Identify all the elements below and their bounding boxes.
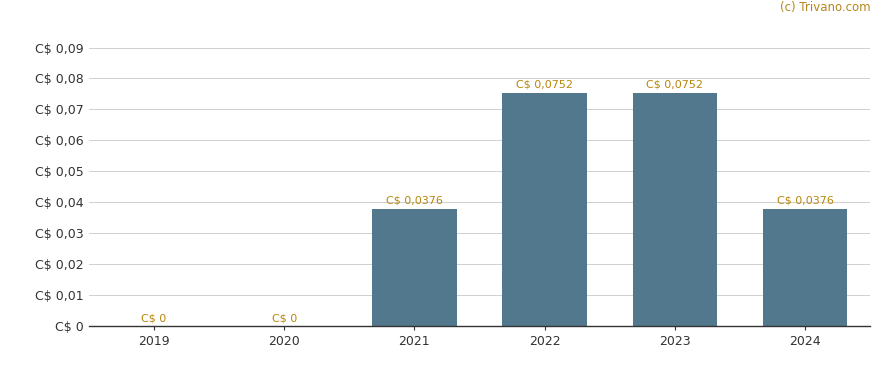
Text: C$ 0,0752: C$ 0,0752 xyxy=(516,80,573,90)
Text: C$ 0: C$ 0 xyxy=(141,313,167,323)
Bar xyxy=(763,209,847,326)
Text: C$ 0,0376: C$ 0,0376 xyxy=(777,196,834,206)
Bar xyxy=(372,209,456,326)
Text: (c) Trivano.com: (c) Trivano.com xyxy=(780,1,870,14)
Bar xyxy=(632,93,718,326)
Text: C$ 0: C$ 0 xyxy=(272,313,297,323)
Text: C$ 0,0752: C$ 0,0752 xyxy=(646,80,703,90)
Bar xyxy=(503,93,587,326)
Text: C$ 0,0376: C$ 0,0376 xyxy=(386,196,443,206)
